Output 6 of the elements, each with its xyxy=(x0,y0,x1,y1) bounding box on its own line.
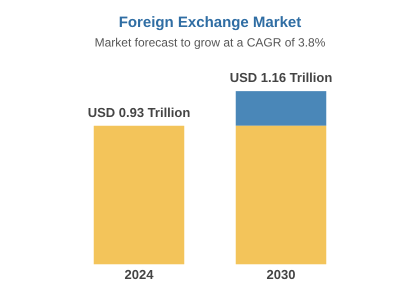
x-tick-label: 2024 xyxy=(124,266,154,282)
total-label: USD 0.93 Trillion xyxy=(88,104,190,120)
x-tick-label: 2030 xyxy=(266,266,296,282)
chart-title: Foreign Exchange Market xyxy=(118,14,302,32)
total-label: USD 1.16 Trillion xyxy=(230,70,332,86)
chart-subtitle: Market forecast to grow at a CAGR of 3.8% xyxy=(94,36,326,50)
